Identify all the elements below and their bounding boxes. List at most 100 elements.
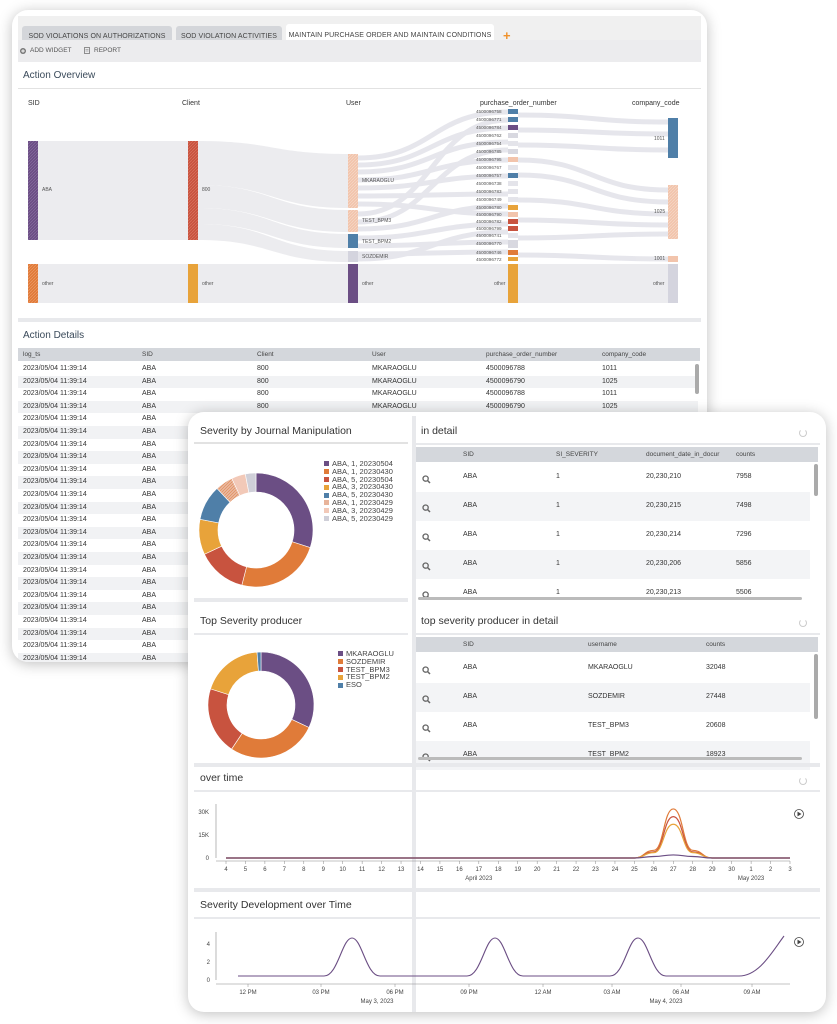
search-icon[interactable] bbox=[422, 532, 431, 542]
table-row[interactable]: 2023/05/04 11:39:14 ABA bbox=[18, 615, 698, 628]
sankey-node-po[interactable] bbox=[508, 257, 518, 261]
report-button[interactable]: REPORT bbox=[84, 47, 121, 54]
sankey-node-po[interactable] bbox=[508, 117, 518, 122]
sankey-node-company-other[interactable] bbox=[668, 264, 678, 303]
sankey-node-po[interactable] bbox=[508, 109, 518, 114]
table-row[interactable]: 2023/05/04 11:39:14 ABA 800 MKARAOGLU 450009… bbox=[18, 375, 698, 389]
x-tick-label: 21 bbox=[553, 867, 560, 873]
table-row[interactable]: ABA MKARAOGLU 32048 bbox=[416, 654, 810, 683]
search-icon[interactable] bbox=[422, 723, 431, 733]
legend-item[interactable]: ABA, 5, 20230429 bbox=[324, 514, 393, 523]
scrollbar-horizontal[interactable] bbox=[418, 597, 802, 600]
sankey-node-client-other[interactable] bbox=[188, 264, 198, 303]
sankey-node-sid-other[interactable] bbox=[28, 264, 38, 303]
legend-item[interactable]: ABA, 5, 20230504 bbox=[324, 475, 393, 484]
sankey-node-po[interactable] bbox=[508, 125, 518, 130]
sankey-node-po[interactable] bbox=[508, 149, 518, 154]
table-cell: 7958 bbox=[736, 472, 752, 480]
search-icon[interactable] bbox=[422, 503, 431, 513]
th-document-date[interactable]: document_date_in_docur bbox=[646, 451, 720, 458]
th-counts[interactable]: counts bbox=[736, 451, 756, 458]
table-row[interactable]: 2023/05/04 11:39:14 ABA bbox=[18, 590, 698, 603]
scrollbar[interactable] bbox=[814, 464, 818, 496]
th-log-ts[interactable]: log_ts bbox=[23, 351, 41, 358]
sankey-node-po[interactable] bbox=[508, 173, 518, 178]
sankey-node-po[interactable] bbox=[508, 189, 518, 194]
table-row[interactable]: 2023/05/04 11:39:14 ABA 800 MKARAOGLU 450009… bbox=[18, 363, 698, 376]
x-tick-label: 14 bbox=[417, 867, 424, 873]
table-row[interactable]: 2023/05/04 11:39:14 ABA bbox=[18, 514, 698, 527]
th-sid[interactable]: SID bbox=[463, 641, 474, 648]
legend-item[interactable]: TEST_BPM2 bbox=[338, 673, 394, 681]
sankey-node-company-1001[interactable] bbox=[668, 256, 678, 262]
sankey-node-po[interactable] bbox=[508, 165, 518, 170]
th-company-code[interactable]: company_code bbox=[602, 351, 647, 358]
table-row[interactable]: ABA 1 20,230,213 5506 bbox=[416, 579, 810, 608]
table-row[interactable]: 2023/05/04 11:39:14 ABA bbox=[18, 640, 698, 653]
th-user[interactable]: User bbox=[372, 351, 386, 358]
legend-item[interactable]: ABA, 3, 20230430 bbox=[324, 483, 393, 491]
table-row[interactable]: 2023/05/04 11:39:14 ABA 800 MKARAOGLU 450009… bbox=[18, 400, 698, 414]
sankey-node-client-800[interactable] bbox=[188, 141, 198, 240]
th-sid[interactable]: SID bbox=[142, 351, 153, 358]
legend-item[interactable]: MKARAOGLU bbox=[338, 650, 394, 658]
table-row[interactable]: ABA 1 20,230,206 5856 bbox=[416, 550, 810, 579]
table-row[interactable]: 2023/05/04 11:39:14 ABA 800 MKARAOGLU 450009… bbox=[18, 388, 698, 401]
table-row[interactable]: 2023/05/04 11:39:14 ABA bbox=[18, 439, 698, 452]
table-row[interactable]: ABA 1 20,230,214 7296 bbox=[416, 521, 810, 550]
table-row[interactable]: ABA 1 20,230,215 7498 bbox=[416, 492, 810, 521]
legend-item[interactable]: ABA, 1, 20230429 bbox=[324, 499, 393, 507]
th-counts[interactable]: counts bbox=[706, 641, 726, 648]
th-client[interactable]: Client bbox=[257, 351, 274, 358]
sankey-node-po[interactable] bbox=[508, 157, 518, 162]
legend-item[interactable]: ABA, 1, 20230504 bbox=[324, 460, 393, 468]
scrollbar[interactable] bbox=[814, 654, 818, 719]
table-row[interactable]: ABA SOZDEMIR 27448 bbox=[416, 683, 810, 712]
sankey-node-po[interactable] bbox=[508, 181, 518, 186]
sankey-node-sid-aba[interactable] bbox=[28, 141, 38, 240]
search-icon[interactable] bbox=[422, 561, 431, 571]
table-row[interactable]: 2023/05/04 11:39:14 ABA bbox=[18, 489, 698, 502]
search-icon[interactable] bbox=[422, 694, 431, 704]
sankey-node-po[interactable] bbox=[508, 141, 518, 146]
legend-item[interactable]: ESO bbox=[338, 681, 394, 689]
th-username[interactable]: username bbox=[588, 641, 617, 648]
sankey-node-po[interactable] bbox=[508, 240, 518, 248]
table-row[interactable]: 2023/05/04 11:39:14 ABA bbox=[18, 565, 698, 578]
table-row[interactable]: 2023/05/04 11:39:14 ABA bbox=[18, 413, 698, 426]
sankey-node-company-1025[interactable] bbox=[668, 185, 678, 239]
scrollbar-horizontal[interactable] bbox=[418, 757, 802, 760]
legend-item[interactable]: ABA, 1, 20230430 bbox=[324, 467, 393, 476]
sankey-node-po[interactable] bbox=[508, 212, 518, 217]
sankey-node-user-mkaraoglu[interactable] bbox=[348, 154, 358, 208]
legend-item[interactable]: TEST_BPM3 bbox=[338, 665, 394, 674]
sankey-node-po-other[interactable] bbox=[508, 264, 518, 303]
sankey-node-po[interactable] bbox=[508, 197, 518, 202]
table-row[interactable]: 2023/05/04 11:39:14 ABA bbox=[18, 539, 698, 552]
sankey-node-user-test-bpm2[interactable] bbox=[348, 234, 358, 248]
sankey-node-po[interactable] bbox=[508, 205, 518, 210]
legend-item[interactable]: ABA, 3, 20230429 bbox=[324, 506, 393, 515]
sankey-node-company-1011[interactable] bbox=[668, 118, 678, 158]
search-icon[interactable] bbox=[422, 474, 431, 484]
sankey-node-po[interactable] bbox=[508, 133, 518, 138]
sankey-node-po[interactable] bbox=[508, 250, 518, 255]
table-row[interactable]: ABA 1 20,230,210 7958 bbox=[416, 463, 810, 492]
sankey-node-user-sozdemir[interactable] bbox=[348, 251, 358, 262]
th-purchase-order[interactable]: purchase_order_number bbox=[486, 351, 558, 358]
scrollbar[interactable] bbox=[695, 364, 699, 394]
legend-item[interactable]: ABA, 5, 20230430 bbox=[324, 491, 393, 499]
sankey-node-po[interactable] bbox=[508, 233, 518, 238]
table-row[interactable]: 2023/05/04 11:39:14 ABA bbox=[18, 464, 698, 477]
add-widget-button[interactable]: ADD WIDGET bbox=[20, 47, 72, 54]
legend-item[interactable]: SOZDEMIR bbox=[338, 657, 394, 666]
sankey-node-user-test-bpm3[interactable] bbox=[348, 210, 358, 232]
sankey-node-po[interactable] bbox=[508, 219, 518, 224]
table-row[interactable]: ABA TEST_BPM3 20608 bbox=[416, 712, 810, 741]
add-tab-icon[interactable]: + bbox=[503, 28, 511, 43]
th-sid[interactable]: SID bbox=[463, 451, 474, 458]
th-si-severity[interactable]: SI_SEVERITY bbox=[556, 451, 598, 458]
search-icon[interactable] bbox=[422, 665, 431, 675]
sankey-node-po[interactable] bbox=[508, 226, 518, 231]
sankey-node-user-other[interactable] bbox=[348, 264, 358, 303]
